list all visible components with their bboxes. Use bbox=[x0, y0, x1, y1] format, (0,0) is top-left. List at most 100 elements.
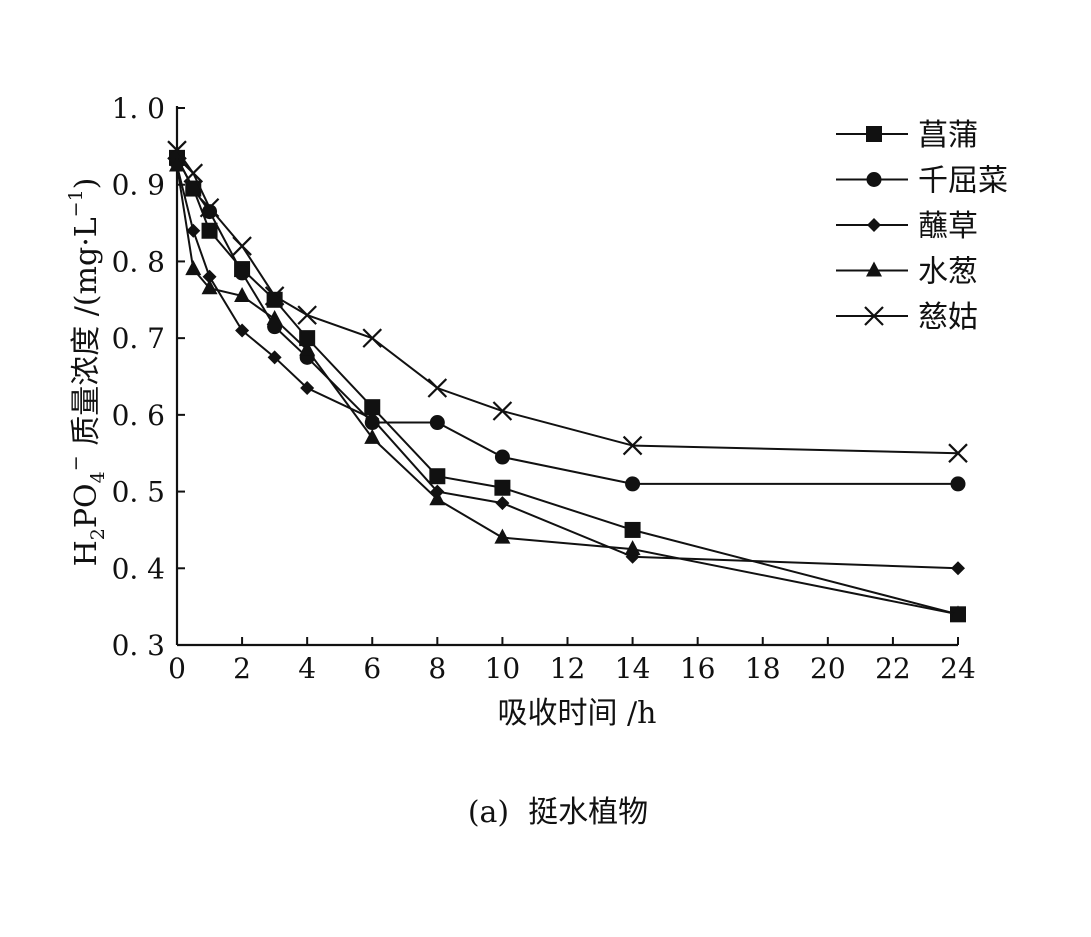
legend-item-2: 千屈菜 bbox=[836, 164, 1008, 199]
data-point bbox=[364, 399, 381, 416]
data-point bbox=[300, 381, 315, 396]
data-point bbox=[624, 521, 641, 538]
data-point bbox=[186, 223, 201, 238]
data-point bbox=[183, 163, 204, 183]
x-tick-label: 8 bbox=[428, 652, 446, 685]
x-tick-label: 24 bbox=[940, 652, 976, 685]
y-tick-label: 0. 4 bbox=[112, 552, 165, 585]
data-point bbox=[185, 260, 202, 276]
data-point bbox=[494, 479, 511, 496]
data-point bbox=[169, 156, 185, 172]
x-tick-label: 10 bbox=[485, 652, 521, 685]
y-axis-title-sub1: 2 bbox=[87, 528, 109, 540]
y-axis-title-end: ) bbox=[69, 178, 104, 190]
x-marker-stroke bbox=[232, 236, 252, 256]
data-point bbox=[494, 449, 510, 465]
y-axis-title-sup: − bbox=[65, 455, 87, 471]
series-line bbox=[176, 157, 959, 616]
x-tick-label: 18 bbox=[745, 652, 781, 685]
y-axis-title: H2PO4− 质量浓度 /(mg·L−1) bbox=[65, 178, 109, 567]
data-point bbox=[264, 286, 285, 306]
data-point bbox=[201, 222, 218, 239]
legend-label: 蘸草 bbox=[918, 209, 978, 244]
y-axis-title-prefix: H bbox=[69, 540, 104, 566]
series-line bbox=[176, 157, 958, 485]
y-axis-title-sup2: −1 bbox=[65, 189, 87, 217]
y-tick-label: 0. 3 bbox=[112, 629, 165, 662]
x-tick-label: 6 bbox=[363, 652, 381, 685]
x-tick-label: 12 bbox=[550, 652, 586, 685]
legend-label: 慈姑 bbox=[918, 300, 978, 335]
y-tick-label: 0. 7 bbox=[112, 322, 165, 355]
data-point bbox=[364, 428, 381, 444]
data-point bbox=[494, 528, 511, 544]
x-marker-stroke bbox=[492, 401, 513, 421]
x-marker-stroke bbox=[264, 286, 285, 306]
x-tick-label: 4 bbox=[298, 652, 316, 685]
y-axis-title-sub2: 4 bbox=[87, 471, 109, 483]
data-point bbox=[199, 197, 220, 218]
data-point bbox=[624, 540, 641, 556]
data-point bbox=[365, 411, 380, 426]
legend-marker bbox=[867, 218, 881, 232]
x-tick-label: 2 bbox=[233, 652, 251, 685]
x-marker-stroke bbox=[167, 140, 187, 160]
x-marker-stroke bbox=[948, 443, 968, 463]
chart-axes: 0 2 4 6 8 10 12 14 16 18 20 22 240. 30. 40. 50. 60. … bbox=[112, 92, 976, 685]
data-point bbox=[948, 443, 968, 463]
legend-marker bbox=[864, 306, 884, 326]
x-tick-label: 0 bbox=[168, 652, 186, 685]
y-tick-label: 1. 0 bbox=[112, 92, 165, 125]
x-tick-label: 20 bbox=[810, 652, 846, 685]
x-marker-stroke bbox=[864, 306, 884, 326]
x-tick-label: 22 bbox=[875, 652, 911, 685]
x-tick-label: 14 bbox=[615, 652, 651, 685]
y-axis-title-mid: PO bbox=[69, 483, 104, 528]
y-tick-label: 0. 5 bbox=[112, 476, 165, 509]
x-tick-label: 16 bbox=[680, 652, 716, 685]
legend-label: 菖蒲 bbox=[918, 118, 978, 153]
data-point bbox=[492, 401, 513, 421]
x-marker-stroke bbox=[622, 435, 643, 456]
data-point bbox=[950, 476, 966, 492]
x-marker-stroke bbox=[183, 163, 204, 183]
x-marker-stroke bbox=[199, 197, 220, 218]
legend-item-1: 菖蒲 bbox=[836, 118, 978, 153]
data-point bbox=[201, 279, 218, 295]
data-point bbox=[234, 286, 251, 302]
y-axis-title-rest: 质量浓度 /(mg·L bbox=[69, 217, 104, 455]
series-2 bbox=[169, 150, 966, 492]
x-marker-stroke bbox=[297, 305, 317, 325]
series-layer bbox=[167, 140, 968, 623]
data-point bbox=[297, 305, 317, 325]
data-point bbox=[266, 291, 283, 308]
data-point bbox=[202, 269, 217, 284]
x-marker-stroke bbox=[362, 328, 383, 348]
data-point bbox=[202, 204, 218, 220]
data-point bbox=[266, 309, 283, 325]
data-point bbox=[429, 490, 446, 506]
data-point bbox=[267, 350, 282, 365]
series-4 bbox=[169, 156, 966, 621]
data-point bbox=[299, 330, 316, 347]
data-point bbox=[232, 236, 252, 256]
legend-marker bbox=[866, 261, 882, 277]
x-axis-title: 吸收时间 /h bbox=[498, 696, 657, 731]
data-point bbox=[950, 605, 966, 621]
data-point bbox=[299, 340, 316, 356]
legend-marker bbox=[866, 172, 882, 187]
series-line bbox=[176, 149, 959, 455]
data-point bbox=[427, 378, 448, 398]
figure-caption: (a) 挺水植物 bbox=[468, 795, 648, 830]
data-point bbox=[235, 323, 250, 338]
legend-label: 千屈菜 bbox=[918, 164, 1008, 199]
y-tick-label: 0. 6 bbox=[112, 399, 165, 432]
legend-item-5: 慈姑 bbox=[836, 300, 978, 335]
legend-item-4: 水葱 bbox=[836, 255, 978, 290]
data-point bbox=[622, 435, 643, 456]
legend-marker bbox=[866, 126, 882, 142]
series-5 bbox=[167, 140, 968, 463]
data-point bbox=[951, 561, 965, 576]
